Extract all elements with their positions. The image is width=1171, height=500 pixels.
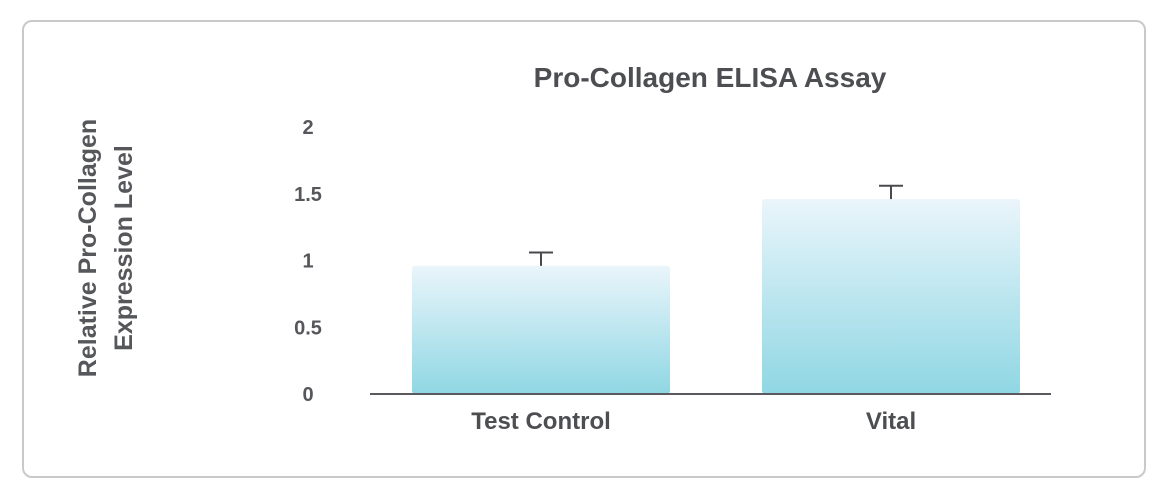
x-category-label: Test Control <box>471 408 611 435</box>
y-tick-label: 2 <box>302 117 313 139</box>
x-axis-labels: Test Control Vital <box>471 408 916 435</box>
y-tick-label: 1 <box>302 251 313 273</box>
bar-vital <box>762 199 1020 394</box>
y-axis-label-line-1: Relative Pro-Collagen <box>74 119 102 377</box>
chart-title: Pro-Collagen ELISA Assay <box>534 62 887 93</box>
x-category-label: Vital <box>866 408 916 435</box>
y-axis-ticks: 0 0.5 1 1.5 2 <box>294 117 322 406</box>
bar-test-control <box>412 265 670 394</box>
y-tick-label: 1.5 <box>294 184 322 206</box>
y-tick-label: 0.5 <box>294 317 322 339</box>
bars <box>412 199 1020 394</box>
y-axis-label-line-2: Expression Level <box>110 145 138 351</box>
error-bars <box>529 184 903 266</box>
y-tick-label: 0 <box>302 384 313 406</box>
